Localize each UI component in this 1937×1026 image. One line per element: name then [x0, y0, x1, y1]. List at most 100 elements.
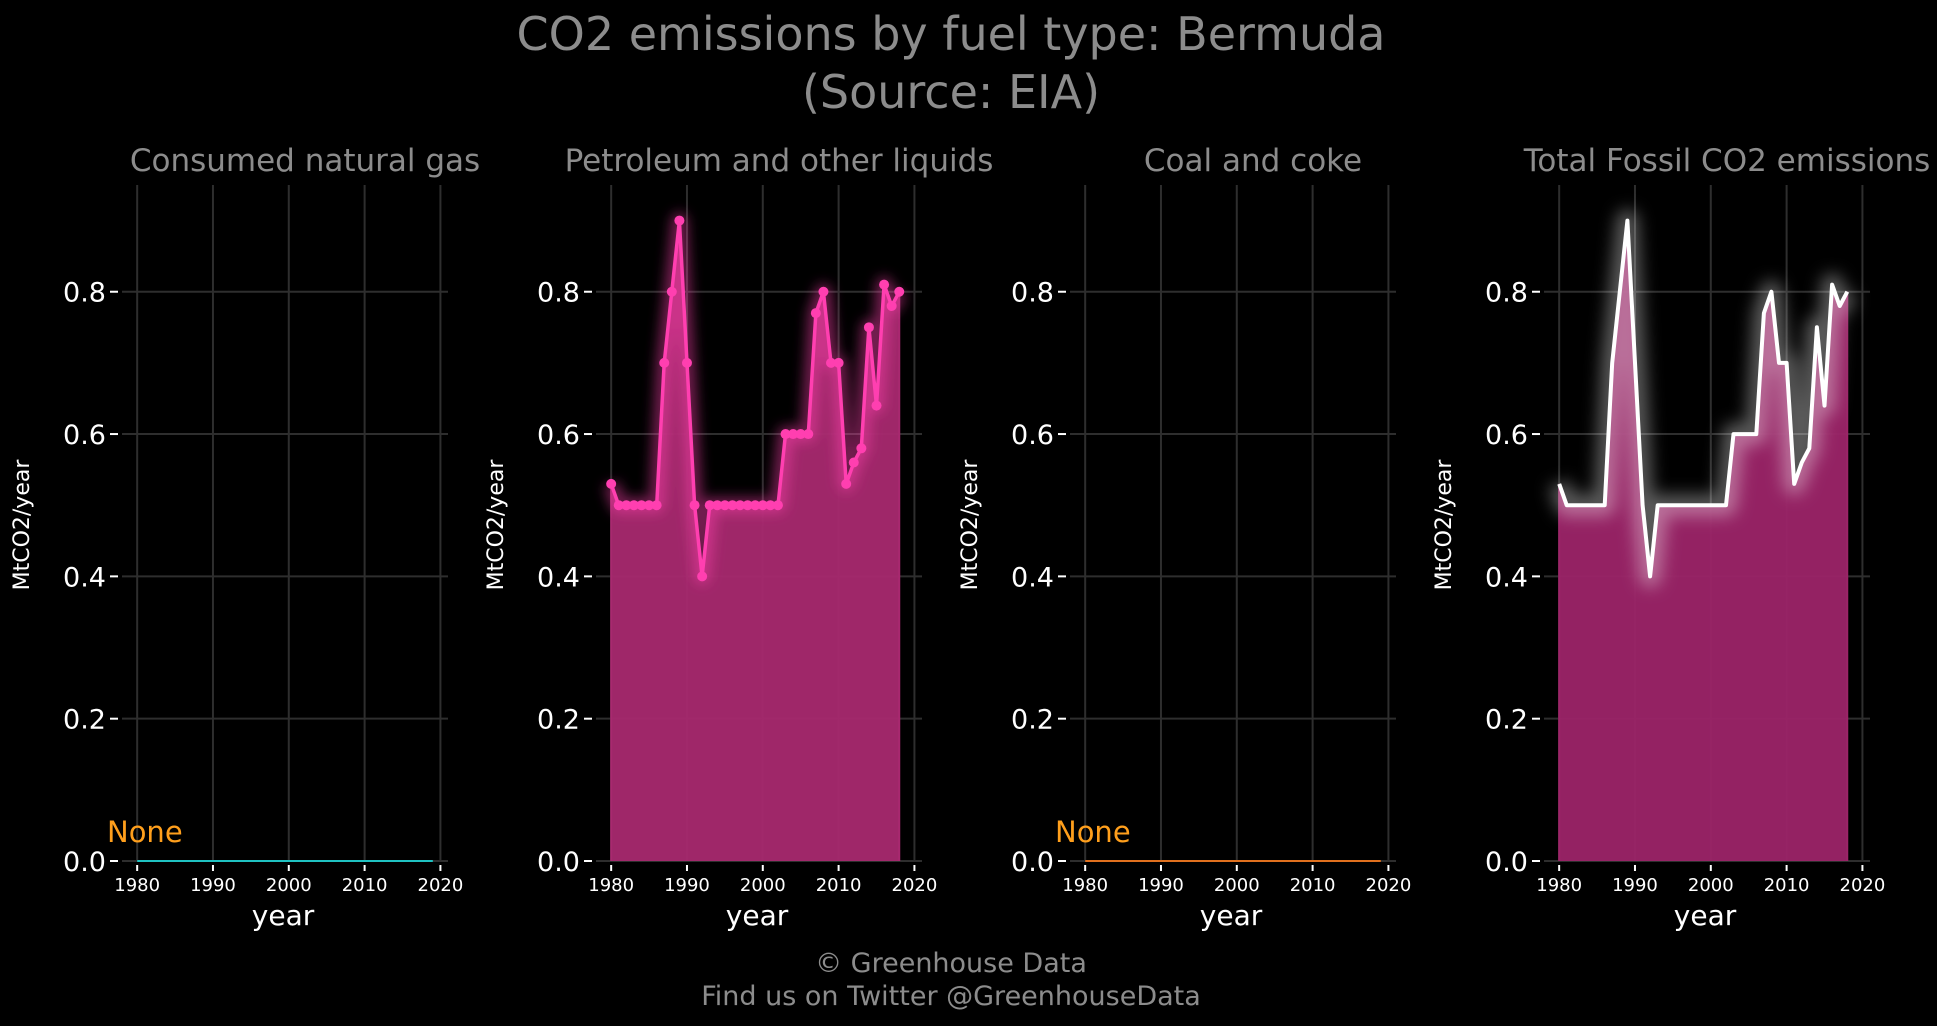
data-point	[742, 500, 753, 511]
x-tick-label: 1980	[1536, 875, 1582, 896]
y-tick-label: 0.8	[1011, 278, 1054, 309]
y-tick-label: 0.8	[1485, 278, 1528, 309]
x-tick-label: 1980	[114, 875, 160, 896]
data-point	[848, 457, 859, 468]
data-point	[803, 429, 814, 440]
panel-title: Total Fossil CO2 emissions	[1523, 143, 1931, 179]
y-tick-label: 0.0	[63, 847, 106, 878]
x-tick-label: 1980	[588, 875, 634, 896]
y-tick-label: 0.6	[537, 420, 580, 451]
x-tick-label: 2020	[1366, 875, 1412, 896]
y-tick-label: 0.2	[1485, 705, 1528, 736]
x-tick-label: 2020	[892, 875, 938, 896]
data-point	[810, 308, 821, 319]
x-tick-label: 2010	[816, 875, 862, 896]
data-point	[636, 500, 647, 511]
x-tick-label: 2000	[266, 875, 312, 896]
data-point	[788, 429, 799, 440]
x-tick-label: 2010	[1290, 875, 1336, 896]
panel-title: Petroleum and other liquids	[565, 143, 994, 179]
panel-coal: Coal and coke 0.0 0.2 0.4 0.6 0.8 1980 1990 2000…	[958, 143, 1411, 932]
chart-title-line1: CO2 emissions by fuel type: Bermuda	[517, 7, 1386, 61]
data-point	[621, 500, 632, 511]
x-axis-label: year	[726, 899, 789, 932]
x-tick-label: 2000	[1214, 875, 1260, 896]
panel-title: Consumed natural gas	[130, 143, 480, 179]
data-point	[879, 279, 890, 290]
data-point	[780, 429, 791, 440]
x-axis-label: year	[1200, 899, 1263, 932]
data-point	[856, 443, 867, 454]
y-tick-label: 0.0	[1485, 847, 1528, 878]
data-point	[757, 500, 768, 511]
y-tick-label: 0.2	[63, 705, 106, 736]
y-tick-label: 0.4	[537, 562, 580, 593]
y-tick-label: 0.4	[1485, 562, 1528, 593]
data-point	[795, 429, 806, 440]
data-point	[666, 286, 677, 297]
y-axis-label: MtCO2/year	[1432, 459, 1457, 591]
x-tick-label: 2010	[1764, 875, 1810, 896]
x-axis-label: year	[252, 899, 315, 932]
data-point	[894, 286, 905, 297]
data-point	[644, 500, 655, 511]
none-annotation: None	[1055, 815, 1131, 849]
data-point	[704, 500, 715, 511]
data-point	[826, 357, 837, 368]
data-point	[651, 500, 662, 511]
x-tick-label: 1990	[190, 875, 236, 896]
panels: Consumed natural gas 0.0 0.2 0.4 0.6 0.8 1980 1…	[10, 143, 1930, 932]
x-tick-label: 2000	[1688, 875, 1734, 896]
data-point	[772, 500, 783, 511]
data-point	[689, 500, 700, 511]
y-tick-label: 0.2	[537, 705, 580, 736]
x-tick-label: 1980	[1062, 875, 1108, 896]
none-annotation: None	[107, 815, 183, 849]
data-point	[712, 500, 723, 511]
y-tick-label: 0.6	[1011, 420, 1054, 451]
data-point	[863, 322, 874, 333]
y-tick-label: 0.0	[1011, 847, 1054, 878]
data-point	[681, 357, 692, 368]
y-axis-label: MtCO2/year	[10, 459, 35, 591]
data-point	[613, 500, 624, 511]
data-point	[727, 500, 738, 511]
series-line	[1557, 218, 1850, 579]
x-tick-label: 2020	[1840, 875, 1886, 896]
y-tick-label: 0.6	[63, 420, 106, 451]
footer-twitter: Find us on Twitter @GreenhouseData	[701, 981, 1201, 1012]
data-point	[871, 400, 882, 411]
data-point	[818, 286, 829, 297]
data-point	[886, 300, 897, 311]
panel-petroleum: Petroleum and other liquids 0.0 0.2 0.4 0.6 0…	[484, 143, 993, 932]
data-point	[628, 500, 639, 511]
y-tick-label: 0.6	[1485, 420, 1528, 451]
data-point	[674, 215, 685, 226]
footer-copyright: © Greenhouse Data	[815, 948, 1087, 979]
data-point	[750, 500, 761, 511]
y-tick-label: 0.0	[537, 847, 580, 878]
x-tick-label: 1990	[1138, 875, 1184, 896]
data-point	[659, 357, 670, 368]
x-tick-label: 2020	[418, 875, 464, 896]
panel-natural-gas: Consumed natural gas 0.0 0.2 0.4 0.6 0.8 1980 1…	[10, 143, 480, 932]
y-tick-label: 0.8	[63, 278, 106, 309]
panel-total: Total Fossil CO2 emissions 0.0 0.2 0.4 0.6 0.…	[1432, 143, 1930, 932]
data-point	[841, 478, 852, 489]
data-point	[719, 500, 730, 511]
data-point	[697, 571, 708, 582]
y-tick-label: 0.4	[63, 562, 106, 593]
y-tick-label: 0.2	[1011, 705, 1054, 736]
x-tick-label: 1990	[664, 875, 710, 896]
data-point	[606, 478, 617, 489]
data-point	[765, 500, 776, 511]
data-point	[735, 500, 746, 511]
data-point	[833, 357, 844, 368]
y-tick-label: 0.8	[537, 278, 580, 309]
panel-title: Coal and coke	[1144, 143, 1362, 179]
y-tick-label: 0.4	[1011, 562, 1054, 593]
x-tick-label: 1990	[1612, 875, 1658, 896]
x-tick-label: 2010	[342, 875, 388, 896]
y-axis-label: MtCO2/year	[958, 459, 983, 591]
